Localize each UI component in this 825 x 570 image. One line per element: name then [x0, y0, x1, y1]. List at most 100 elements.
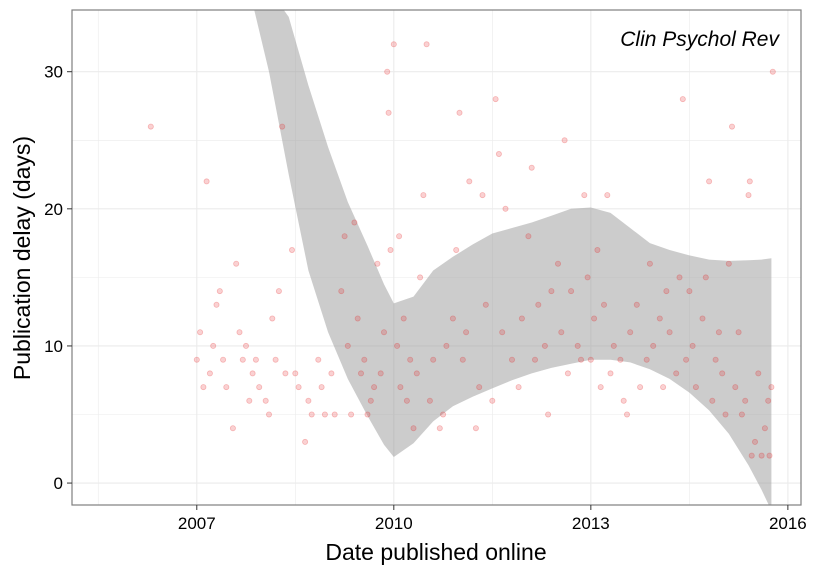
- data-point: [558, 329, 565, 336]
- data-point: [400, 315, 407, 322]
- data-point: [252, 356, 259, 363]
- data-point: [315, 356, 322, 363]
- data-point: [351, 219, 358, 226]
- data-point: [472, 425, 479, 432]
- data-point: [568, 288, 575, 295]
- data-point: [341, 233, 348, 240]
- data-point: [650, 342, 657, 349]
- data-point: [683, 356, 690, 363]
- data-point: [397, 384, 404, 391]
- panel-border: [71, 9, 802, 506]
- data-point: [361, 356, 368, 363]
- data-point: [712, 356, 719, 363]
- data-point: [420, 192, 427, 199]
- data-point: [758, 452, 765, 459]
- data-point: [769, 68, 776, 75]
- data-point: [459, 356, 466, 363]
- data-point: [203, 178, 210, 185]
- data-point: [239, 356, 246, 363]
- data-point: [679, 96, 686, 103]
- data-point: [755, 370, 762, 377]
- data-point: [394, 342, 401, 349]
- data-point: [256, 384, 263, 391]
- data-point: [686, 288, 693, 295]
- data-point: [676, 274, 683, 281]
- data-point: [548, 288, 555, 295]
- data-point: [338, 288, 345, 295]
- data-point: [384, 68, 391, 75]
- data-point: [262, 397, 269, 404]
- y-tick-label: 0: [54, 474, 63, 493]
- data-point: [689, 342, 696, 349]
- data-point: [466, 178, 473, 185]
- data-point: [660, 384, 667, 391]
- data-point: [328, 370, 335, 377]
- data-point: [206, 370, 213, 377]
- data-point: [354, 315, 361, 322]
- x-axis-title: Date published online: [325, 539, 546, 565]
- data-point: [574, 342, 581, 349]
- data-point: [495, 150, 502, 157]
- data-point: [564, 370, 571, 377]
- data-point: [692, 384, 699, 391]
- data-point: [436, 425, 443, 432]
- data-point: [193, 356, 200, 363]
- data-point: [518, 315, 525, 322]
- confidence-band: [254, 10, 772, 505]
- data-point: [746, 178, 753, 185]
- x-tick-label: 2007: [178, 514, 216, 533]
- data-point: [515, 384, 522, 391]
- data-point: [535, 301, 542, 308]
- data-point: [213, 301, 220, 308]
- data-point: [594, 246, 601, 253]
- data-point: [545, 411, 552, 418]
- data-point: [426, 397, 433, 404]
- data-point: [364, 411, 371, 418]
- data-point: [396, 233, 403, 240]
- data-point: [302, 438, 309, 445]
- x-tick-label: 2016: [769, 514, 807, 533]
- data-point: [765, 397, 772, 404]
- data-point: [610, 342, 617, 349]
- data-points: [147, 41, 776, 459]
- data-point: [555, 260, 562, 267]
- x-tick-label: 2010: [375, 514, 413, 533]
- data-point: [292, 370, 299, 377]
- data-point: [581, 192, 588, 199]
- data-point: [331, 411, 338, 418]
- data-point: [216, 288, 223, 295]
- data-point: [492, 96, 499, 103]
- data-point: [242, 342, 249, 349]
- data-point: [637, 384, 644, 391]
- data-point: [440, 411, 447, 418]
- data-point: [288, 246, 295, 253]
- data-point: [367, 397, 374, 404]
- data-point: [390, 41, 397, 48]
- data-point: [729, 123, 736, 130]
- panel-annotation: Clin Psychol Rev: [620, 28, 780, 51]
- data-point: [489, 397, 496, 404]
- data-point: [220, 356, 227, 363]
- data-point: [532, 356, 539, 363]
- data-point: [449, 315, 456, 322]
- data-point: [752, 438, 759, 445]
- data-point: [601, 301, 608, 308]
- data-point: [318, 384, 325, 391]
- data-point: [725, 260, 732, 267]
- data-point: [591, 315, 598, 322]
- data-point: [735, 329, 742, 336]
- data-point: [236, 329, 243, 336]
- data-point: [706, 178, 713, 185]
- data-point: [279, 123, 286, 130]
- data-point: [410, 425, 417, 432]
- data-point: [624, 411, 631, 418]
- data-point: [627, 329, 634, 336]
- data-point: [617, 356, 624, 363]
- data-point: [742, 397, 749, 404]
- data-point: [587, 356, 594, 363]
- data-point: [417, 274, 424, 281]
- data-point: [348, 411, 355, 418]
- data-point: [766, 452, 773, 459]
- data-point: [604, 192, 611, 199]
